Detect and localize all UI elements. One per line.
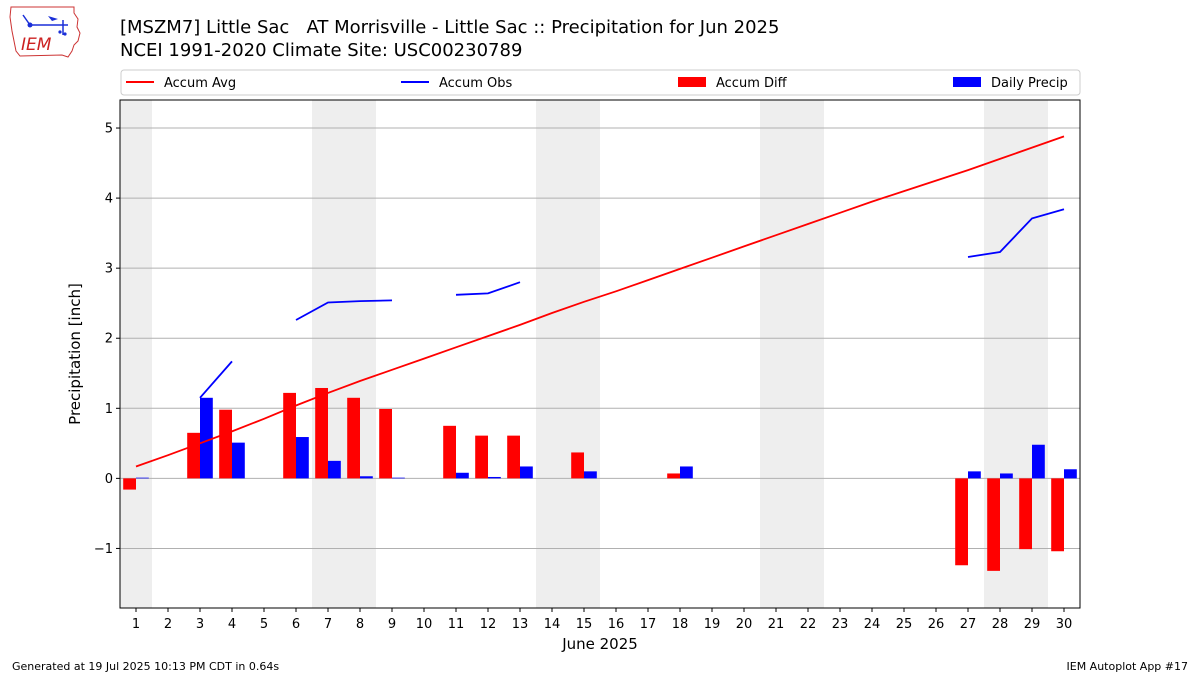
weekend-shade <box>536 100 600 608</box>
app-label: IEM Autoplot App #17 <box>1066 660 1189 673</box>
x-tick-label: 26 <box>928 617 945 632</box>
legend-bar-swatch <box>678 77 706 87</box>
daily-bar <box>296 437 309 479</box>
accum-obs-line <box>199 360 233 399</box>
accum-obs-line <box>967 208 1065 258</box>
plot-frame <box>119 99 1081 609</box>
x-tick-label: 21 <box>768 617 785 632</box>
accum-avg-line <box>135 135 1065 468</box>
x-tick-label: 5 <box>260 617 268 632</box>
diff-bar <box>1019 478 1032 550</box>
diff-bar <box>219 409 232 479</box>
x-tick-label: 8 <box>356 617 364 632</box>
x-tick-label: 12 <box>480 617 497 632</box>
legend-label: Daily Precip <box>991 76 1068 91</box>
diff-bar <box>667 473 680 479</box>
x-tick-label: 20 <box>736 617 753 632</box>
diff-bar <box>443 425 456 479</box>
x-tick-label: 18 <box>672 617 689 632</box>
daily-bar <box>360 476 373 479</box>
diff-bar <box>379 409 392 479</box>
daily-bar <box>392 477 405 479</box>
x-tick-label: 10 <box>416 617 433 632</box>
accum-obs-line <box>295 299 393 321</box>
accum-obs-line <box>455 281 521 296</box>
diff-bar <box>507 435 520 479</box>
x-tick-label: 19 <box>704 617 721 632</box>
weekend-shade <box>760 100 824 608</box>
diff-bar <box>955 478 968 566</box>
y-axis-label: Precipitation [inch] <box>66 283 84 425</box>
diff-bar <box>1051 478 1064 552</box>
x-tick-label: 2 <box>164 617 172 632</box>
daily-bar <box>136 477 149 479</box>
chart-title: [MSZM7] Little Sac AT Morrisville - Litt… <box>120 17 780 38</box>
diff-bar <box>187 432 200 479</box>
diff-bar <box>571 452 584 479</box>
y-tick-label: 4 <box>105 192 113 207</box>
daily-bar <box>328 460 341 479</box>
x-tick-label: 6 <box>292 617 300 632</box>
y-tick-label: 0 <box>105 472 113 487</box>
daily-bar <box>200 397 213 479</box>
legend-box <box>120 69 1081 96</box>
daily-bar <box>232 442 245 479</box>
x-axis-label: June 2025 <box>561 635 638 653</box>
x-tick-label: 17 <box>640 617 657 632</box>
diff-bar <box>987 478 1000 571</box>
weekend-shade <box>120 100 152 608</box>
iem-logo: IEM <box>9 6 81 58</box>
y-tick-label: 2 <box>105 332 113 347</box>
diff-bar <box>315 387 328 479</box>
x-tick-label: 13 <box>512 617 529 632</box>
x-tick-label: 7 <box>324 617 332 632</box>
daily-bar <box>1000 473 1013 479</box>
legend-label: Accum Obs <box>439 76 512 91</box>
x-tick-label: 11 <box>448 617 465 632</box>
legend-label: Accum Diff <box>716 76 788 91</box>
x-tick-label: 24 <box>864 617 881 632</box>
y-tick-label: 1 <box>105 402 113 417</box>
x-tick-label: 27 <box>960 617 977 632</box>
diff-bar <box>123 478 136 490</box>
legend: Accum Avg Accum Obs Accum Diff Daily Precip <box>120 69 1081 96</box>
y-tick-label: 5 <box>105 122 113 137</box>
chart-subtitle: NCEI 1991-2020 Climate Site: USC00230789 <box>120 40 523 61</box>
daily-bar <box>968 471 981 479</box>
legend-label: Accum Avg <box>164 76 236 91</box>
x-tick-label: 22 <box>800 617 817 632</box>
x-tick-label: 1 <box>132 617 140 632</box>
daily-bar <box>456 472 469 479</box>
x-tick-label: 29 <box>1024 617 1041 632</box>
daily-bar <box>488 476 501 479</box>
diff-bar <box>283 392 296 479</box>
x-tick-label: 3 <box>196 617 204 632</box>
x-tick-label: 15 <box>576 617 593 632</box>
diff-bar <box>475 435 488 479</box>
weekend-shade <box>312 100 376 608</box>
daily-bar <box>1064 469 1077 479</box>
diff-bar <box>347 397 360 479</box>
logo-text: IEM <box>21 35 52 55</box>
x-tick-label: 14 <box>544 617 561 632</box>
x-tick-label: 9 <box>388 617 396 632</box>
y-tick-label: −1 <box>94 542 113 557</box>
x-tick-label: 23 <box>832 617 849 632</box>
legend-bar-swatch <box>953 77 981 87</box>
x-tick-label: 25 <box>896 617 913 632</box>
daily-bar <box>1032 444 1045 479</box>
generated-timestamp: Generated at 19 Jul 2025 10:13 PM CDT in… <box>12 660 280 673</box>
daily-bar <box>680 466 693 479</box>
x-tick-label: 28 <box>992 617 1009 632</box>
x-tick-label: 16 <box>608 617 625 632</box>
daily-bar <box>520 466 533 479</box>
x-tick-label: 4 <box>228 617 236 632</box>
y-tick-label: 3 <box>105 262 113 277</box>
daily-bar <box>584 471 597 479</box>
x-tick-label: 30 <box>1056 617 1073 632</box>
